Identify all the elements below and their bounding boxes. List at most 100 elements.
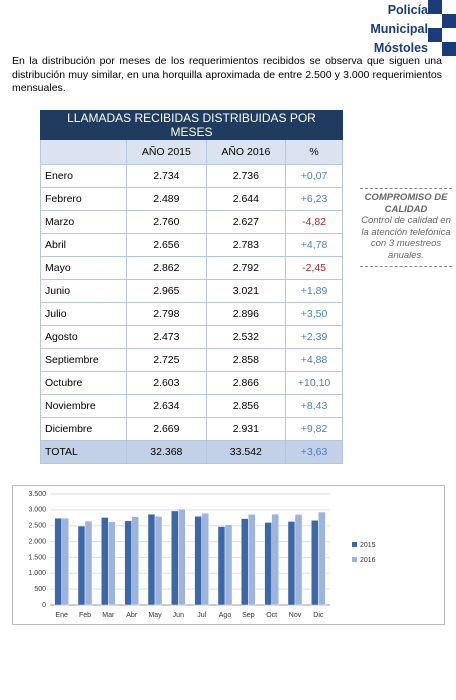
bar — [178, 508, 186, 606]
table-cell: 2.656 — [126, 233, 207, 257]
table-cell: 2.627 — [205, 210, 287, 234]
table-cell: 2.856 — [205, 394, 287, 418]
x-tick-label: Ago — [219, 612, 232, 619]
table-cell: Agosto — [39, 325, 128, 349]
table-cell: +3,63 — [285, 440, 343, 464]
table-cell: 2.725 — [126, 348, 207, 372]
chart: 0 500 1.000 1.500 2.000 2.500 3.000 3.500 Ene Feb… — [12, 485, 445, 625]
table-cell: 2.634 — [126, 394, 207, 418]
header-cell: AÑO 2015 — [126, 139, 207, 165]
y-tick-label: 2.500 — [28, 523, 46, 530]
table-cell: 2.866 — [205, 371, 287, 395]
table-cell: 2.644 — [205, 187, 287, 211]
x-tick-label: Abr — [126, 612, 138, 619]
bar — [61, 518, 69, 606]
x-tick-label: Nov — [289, 612, 302, 619]
table-row: Septiembre 2.725 2.858 +4,88 — [39, 348, 343, 372]
x-tick-label: Dic — [313, 612, 324, 619]
table-cell: Junio — [39, 279, 128, 303]
bar — [318, 511, 326, 606]
legend-label: 2015 — [360, 542, 376, 549]
table-cell: Mayo — [39, 256, 128, 280]
header-line: Móstoles — [373, 41, 428, 55]
table-cell: Enero — [39, 164, 128, 188]
bar — [311, 520, 319, 606]
table-title: LLAMADAS RECIBIDAS DISTRIBUIDAS POR MESE… — [40, 110, 343, 140]
table-cell: 2.736 — [205, 164, 287, 188]
table-cell: Diciembre — [39, 417, 128, 441]
table-cell: +1,89 — [285, 279, 343, 303]
table-row: Marzo 2.760 2.627 -4,82 — [39, 210, 343, 234]
header-line: Policía — [387, 3, 428, 17]
legend-swatch — [352, 557, 357, 562]
intro-paragraph: En la distribución por meses de los requ… — [12, 55, 442, 94]
bar — [271, 513, 279, 606]
table-row: Julio 2.798 2.896 +3,50 — [39, 302, 343, 326]
table-cell: 2.532 — [205, 325, 287, 349]
bar — [217, 526, 226, 606]
y-tick-label: 3.000 — [28, 507, 46, 514]
table-cell: 2.965 — [126, 279, 207, 303]
bar — [154, 516, 163, 606]
bar — [54, 518, 62, 606]
table-cell: Noviembre — [39, 394, 128, 418]
bar — [124, 520, 132, 606]
y-tick-label: 1.000 — [28, 570, 46, 577]
bar — [77, 525, 86, 606]
table-row: Noviembre 2.634 2.856 +8,43 — [39, 394, 343, 418]
bar — [101, 517, 109, 606]
bar — [294, 514, 303, 606]
table-cell: -4,82 — [285, 210, 343, 234]
table-cell: 2.783 — [205, 233, 287, 257]
x-tick-label: Sep — [242, 612, 255, 619]
y-tick-label: 3.500 — [28, 491, 46, 498]
table-cell: Abril — [39, 233, 128, 257]
table-cell: 2.734 — [126, 164, 207, 188]
table-cell: 2.931 — [205, 417, 287, 441]
table-cell: Septiembre — [39, 348, 128, 372]
table-cell: 2.489 — [126, 187, 207, 211]
y-tick-label: 500 — [34, 586, 46, 593]
table-cell: +4,78 — [285, 233, 343, 257]
header-row: AÑO 2015 AÑO 2016% — [39, 139, 343, 165]
table-cell: 32.368 — [126, 440, 207, 464]
table-cell: 3.021 — [205, 279, 287, 303]
y-tick-label: 1.500 — [28, 554, 46, 561]
title-row: LLAMADAS RECIBIDAS DISTRIBUIDAS POR MESE… — [40, 110, 343, 140]
x-tick-label: May — [148, 612, 162, 619]
bar — [201, 512, 209, 606]
sidebar-title: COMPROMISO DE CALIDAD — [364, 192, 448, 215]
table-row: Junio 2.965 3.021 +1,89 — [39, 279, 343, 303]
x-tick-label: Jul — [197, 612, 206, 619]
table-cell: +10,10 — [285, 371, 343, 395]
header-line: Municipal — [370, 22, 428, 36]
table-row: Agosto 2.473 2.532 +2,39 — [39, 325, 343, 349]
table-cell: Julio — [39, 302, 128, 326]
table-cell: 2.669 — [126, 417, 207, 441]
table-row: Mayo 2.862 2.792 -2,45 — [39, 256, 343, 280]
logo — [428, 0, 456, 56]
x-tick-label: Mar — [102, 612, 115, 619]
legend-label: 2016 — [360, 557, 376, 564]
bar — [241, 518, 249, 606]
table-row: Diciembre 2.669 2.931 +9,82 — [39, 417, 343, 441]
bar — [108, 521, 116, 606]
table-row: Febrero 2.489 2.644 +6,23 — [39, 187, 343, 211]
bar — [171, 510, 179, 606]
table-row: TOTAL 32.368 33.542 +3,63 — [39, 440, 343, 464]
sidebar-text: Control de calidad en la atención telefó… — [361, 215, 451, 261]
bar — [84, 520, 93, 606]
bar — [287, 521, 296, 606]
table-cell: 33.542 — [205, 440, 287, 464]
chart-frame — [12, 485, 445, 625]
y-tick-label: 2.000 — [28, 538, 46, 545]
table-cell: 2.798 — [126, 302, 207, 326]
table-cell: +0,07 — [285, 164, 343, 188]
table-cell: +2,39 — [285, 325, 343, 349]
bar — [147, 514, 156, 606]
table-row: Octubre 2.603 2.866 +10,10 — [39, 371, 343, 395]
sidebar: COMPROMISO DE CALIDAD Control de calidad … — [360, 188, 452, 267]
bar — [194, 516, 202, 606]
header-cell — [39, 139, 128, 165]
